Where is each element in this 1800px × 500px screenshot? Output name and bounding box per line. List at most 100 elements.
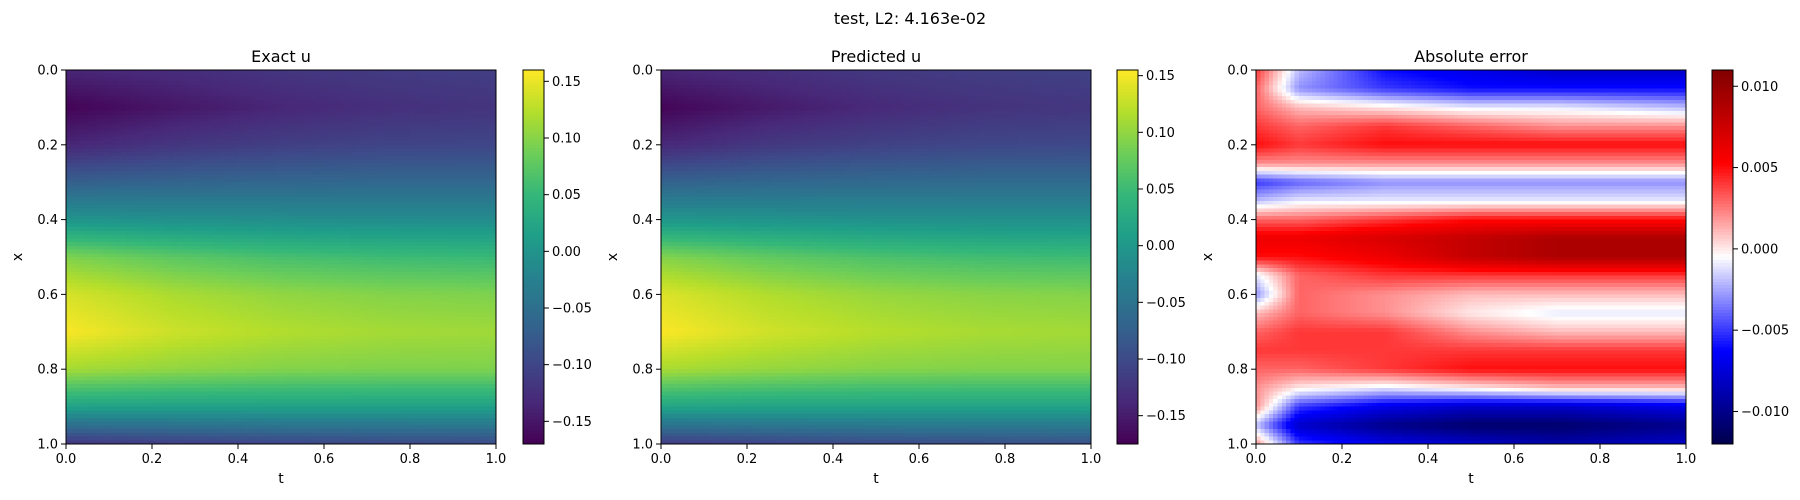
heatmap-cell [178, 351, 183, 355]
heatmap-cell [148, 197, 153, 201]
heatmap-cell [204, 369, 209, 373]
heatmap-cell [238, 321, 243, 325]
heatmap-cell [217, 74, 222, 78]
heatmap-cell [174, 130, 179, 134]
heatmap-cell [96, 137, 101, 141]
heatmap-cell [148, 100, 153, 104]
heatmap-cell [186, 186, 191, 190]
heatmap-cell [79, 137, 84, 141]
heatmap-cell [247, 347, 252, 351]
heatmap-cell [118, 235, 123, 239]
heatmap-cell [247, 92, 252, 96]
heatmap-cell [79, 223, 84, 227]
heatmap-cell [191, 122, 196, 126]
heatmap-cell [109, 317, 114, 321]
heatmap-cell [135, 164, 140, 168]
heatmap-cell [92, 317, 97, 321]
heatmap-cell [186, 347, 191, 351]
heatmap-cell [191, 261, 196, 265]
heatmap-cell [88, 182, 93, 186]
heatmap-cell [109, 302, 114, 306]
heatmap-cell [182, 351, 187, 355]
heatmap-cell [225, 279, 230, 283]
heatmap-cell [148, 377, 153, 381]
heatmap-cell [191, 107, 196, 111]
heatmap-cell [247, 306, 252, 310]
heatmap-cell [126, 418, 131, 422]
heatmap-cell [126, 96, 131, 100]
heatmap-cell [156, 178, 161, 182]
heatmap-cell [70, 369, 75, 373]
heatmap-cell [195, 407, 200, 411]
heatmap-cell [234, 264, 239, 268]
heatmap-cell [212, 395, 217, 399]
heatmap-cell [126, 238, 131, 242]
heatmap-cell [212, 298, 217, 302]
heatmap-cell [109, 100, 114, 104]
heatmap-cell [152, 156, 157, 160]
heatmap-cell [238, 377, 243, 381]
heatmap-cell [165, 261, 170, 265]
heatmap-cell [208, 246, 213, 250]
heatmap-cell [161, 358, 166, 362]
heatmap-cell [92, 216, 97, 220]
heatmap-cell [148, 231, 153, 235]
heatmap-cell [113, 287, 118, 291]
heatmap-cell [79, 425, 84, 429]
heatmap-cell [204, 238, 209, 242]
heatmap-cell [113, 328, 118, 332]
heatmap-cell [204, 167, 209, 171]
heatmap-cell [122, 156, 127, 160]
heatmap-cell [186, 358, 191, 362]
heatmap-cell [122, 425, 127, 429]
heatmap-cell [70, 418, 75, 422]
heatmap-cell [75, 126, 80, 130]
heatmap-cell [174, 321, 179, 325]
heatmap-cell [131, 388, 136, 392]
heatmap-cell [135, 238, 140, 242]
heatmap-cell [113, 81, 118, 85]
heatmap-cell [212, 149, 217, 153]
heatmap-cell [118, 253, 123, 257]
heatmap-cell [70, 115, 75, 119]
heatmap-cell [109, 178, 114, 182]
heatmap-cell [156, 283, 161, 287]
heatmap-cell [212, 175, 217, 179]
heatmap-cell [221, 264, 226, 268]
heatmap-cell [113, 425, 118, 429]
heatmap-cell [122, 272, 127, 276]
heatmap-cell [199, 201, 204, 205]
heatmap-cell [156, 92, 161, 96]
heatmap-cell [217, 287, 222, 291]
heatmap-cell [229, 328, 234, 332]
heatmap-cell [156, 302, 161, 306]
heatmap-cell [152, 96, 157, 100]
heatmap-cell [96, 351, 101, 355]
heatmap-cell [70, 261, 75, 265]
heatmap-cell [178, 104, 183, 108]
heatmap-cell [135, 220, 140, 224]
heatmap-cell [118, 332, 123, 336]
heatmap-cell [96, 167, 101, 171]
heatmap-cell [199, 339, 204, 343]
heatmap-cell [109, 220, 114, 224]
heatmap-cell [148, 317, 153, 321]
heatmap-cell [191, 104, 196, 108]
heatmap-cell [217, 115, 222, 119]
heatmap-cell [212, 306, 217, 310]
heatmap-cell [70, 264, 75, 268]
heatmap-cell [126, 313, 131, 317]
heatmap-cell [143, 167, 148, 171]
heatmap-cell [113, 362, 118, 366]
heatmap-cell [79, 261, 84, 265]
heatmap-cell [217, 201, 222, 205]
heatmap-cell [238, 182, 243, 186]
heatmap-cell [174, 96, 179, 100]
heatmap-cell [122, 347, 127, 351]
heatmap-cell [83, 298, 88, 302]
heatmap-cell [161, 291, 166, 295]
heatmap-cell [131, 231, 136, 235]
heatmap-cell [217, 100, 222, 104]
heatmap-cell [79, 130, 84, 134]
heatmap-cell [122, 332, 127, 336]
